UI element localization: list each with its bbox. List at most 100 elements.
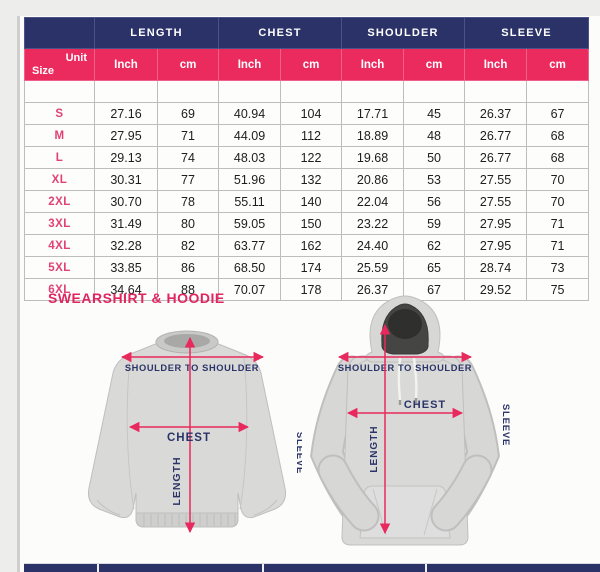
value-cell: 17.71 — [341, 102, 405, 125]
value-cell: 178 — [280, 278, 343, 301]
value-cell: 71 — [526, 212, 590, 235]
value-cell: 71 — [156, 124, 220, 147]
sweatshirt-illustration: SHOULDER TO SHOULDER CHEST LENGTH SLEEVE — [88, 330, 302, 534]
sweatshirt-cuffs — [96, 499, 278, 516]
value-cell: 67 — [526, 102, 590, 125]
sleeve-measure-label: SLEEVE — [294, 432, 302, 474]
table-row: S 27.16 69 40.94 104 17.71 45 26.37 67 — [24, 102, 590, 125]
size-cell: M — [24, 124, 95, 147]
size-label: Size — [32, 65, 55, 77]
value-cell: 132 — [280, 168, 343, 191]
value-cell: 34.64 — [94, 278, 158, 301]
value-cell: 162 — [280, 234, 343, 257]
table-row: 5XL 33.85 86 68.50 174 25.59 65 28.74 73 — [24, 256, 590, 279]
unit-header: Inch — [218, 48, 282, 81]
unit-header: cm — [526, 48, 590, 81]
value-cell: 65 — [403, 256, 466, 279]
unit-header: cm — [403, 48, 466, 81]
value-cell: 62 — [403, 234, 466, 257]
size-cell: S — [24, 102, 95, 125]
value-cell: 122 — [280, 146, 343, 169]
table-row: 4XL 32.28 82 63.77 162 24.40 62 27.95 71 — [24, 234, 590, 257]
value-cell: 112 — [280, 124, 343, 147]
bar-divider — [97, 564, 99, 572]
sweatshirt-shape — [88, 330, 286, 528]
value-cell: 33.85 — [94, 256, 158, 279]
value-cell: 74 — [156, 146, 220, 169]
unit-header-row: Unit Size Inch cm Inch cm Inch cm Inch c… — [24, 48, 590, 81]
corner-blank-cell — [24, 17, 95, 49]
hoodie-shape — [310, 295, 500, 546]
value-cell: 70.07 — [218, 278, 282, 301]
value-cell: 18.89 — [341, 124, 405, 147]
value-cell: 69 — [156, 102, 220, 125]
sweatshirt-measurements: SHOULDER TO SHOULDER CHEST LENGTH SLEEVE — [120, 336, 302, 534]
value-cell: 174 — [280, 256, 343, 279]
drawstring-tips — [398, 398, 418, 405]
value-cell: 53 — [403, 168, 466, 191]
value-cell: 86 — [156, 256, 220, 279]
value-cell: 45 — [403, 102, 466, 125]
value-cell: 27.55 — [464, 190, 528, 213]
value-cell: 77 — [156, 168, 220, 191]
spacer-row — [24, 80, 590, 103]
column-group-shoulder: SHOULDER — [341, 17, 466, 49]
value-cell: 27.16 — [94, 102, 158, 125]
size-cell: L — [24, 146, 95, 169]
value-cell: 40.94 — [218, 102, 282, 125]
size-chart-table: LENGTH CHEST SHOULDER SLEEVE Unit Size I… — [24, 17, 590, 301]
size-cell: 4XL — [24, 234, 95, 257]
page-left-edge — [17, 16, 20, 572]
value-cell: 88 — [156, 278, 220, 301]
column-group-sleeve: SLEEVE — [464, 17, 590, 49]
value-cell: 71 — [526, 234, 590, 257]
unit-header: cm — [156, 48, 220, 81]
table-row: 3XL 31.49 80 59.05 150 23.22 59 27.95 71 — [24, 212, 590, 235]
value-cell: 27.55 — [464, 168, 528, 191]
unit-header: cm — [280, 48, 343, 81]
table-row: L 29.13 74 48.03 122 19.68 50 26.77 68 — [24, 146, 590, 169]
value-cell: 25.59 — [341, 256, 405, 279]
value-cell: 19.68 — [341, 146, 405, 169]
value-cell: 29.52 — [464, 278, 528, 301]
value-cell: 26.77 — [464, 124, 528, 147]
value-cell: 56 — [403, 190, 466, 213]
size-table-body: S 27.16 69 40.94 104 17.71 45 26.37 67 M 27.95 71 44… — [24, 80, 590, 301]
unit-label: Unit — [65, 52, 87, 64]
value-cell: 50 — [403, 146, 466, 169]
value-cell: 26.37 — [464, 102, 528, 125]
value-cell: 23.22 — [341, 212, 405, 235]
value-cell: 78 — [156, 190, 220, 213]
value-cell: 27.95 — [464, 234, 528, 257]
column-group-length: LENGTH — [93, 17, 220, 49]
value-cell: 24.40 — [341, 234, 405, 257]
value-cell: 140 — [280, 190, 343, 213]
size-cell: 3XL — [24, 212, 95, 235]
value-cell: 150 — [280, 212, 343, 235]
value-cell: 30.70 — [94, 190, 158, 213]
bar-divider — [425, 564, 427, 572]
value-cell: 68 — [526, 146, 590, 169]
bar-divider — [262, 564, 264, 572]
size-cell: 6XL — [24, 278, 95, 301]
sweatshirt-sleeve-seams — [126, 357, 248, 510]
table-row: XL 30.31 77 51.96 132 20.86 53 27.55 70 — [24, 168, 590, 191]
sweatshirt-neck-opening — [164, 334, 210, 348]
value-cell: 59 — [403, 212, 466, 235]
unit-header: Inch — [464, 48, 528, 81]
value-cell: 55.11 — [218, 190, 282, 213]
value-cell: 48.03 — [218, 146, 282, 169]
value-cell: 67 — [403, 278, 466, 301]
size-cell: 5XL — [24, 256, 95, 279]
length-measure-label: LENGTH — [171, 456, 183, 505]
length-measure-label: LENGTH — [369, 425, 380, 472]
value-cell: 32.28 — [94, 234, 158, 257]
value-cell: 51.96 — [218, 168, 282, 191]
table-row: M 27.95 71 44.09 112 18.89 48 26.77 68 — [24, 124, 590, 147]
value-cell: 80 — [156, 212, 220, 235]
value-cell: 75 — [526, 278, 590, 301]
hoodie-measurements: SHOULDER TO SHOULDER CHEST LENGTH SLEEVE — [338, 323, 511, 535]
value-cell: 26.37 — [341, 278, 405, 301]
value-cell: 26.77 — [464, 146, 528, 169]
